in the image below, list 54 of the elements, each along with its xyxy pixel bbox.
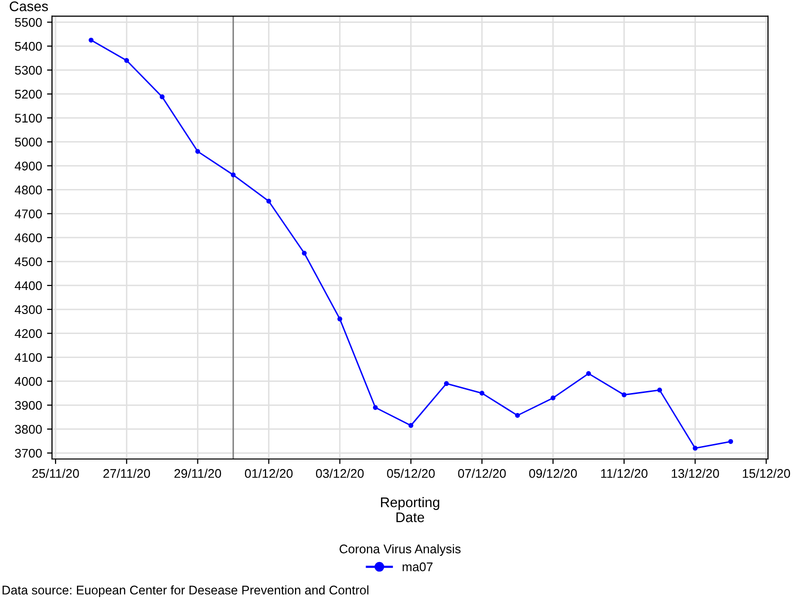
point — [230, 172, 236, 178]
legend-title: Corona Virus Analysis — [340, 544, 461, 556]
y-tick-label: 4200 — [14, 329, 42, 338]
y-tick-label: 4400 — [14, 281, 42, 290]
y-tick-label: 3700 — [14, 448, 42, 458]
y-tick-label: 4500 — [14, 257, 42, 266]
x-tick-label: 29/11/20 — [174, 468, 222, 478]
y-tick-label: 5000 — [14, 138, 42, 147]
x-tick-label: 07/12/20 — [458, 468, 506, 478]
point — [480, 390, 484, 396]
y-axis-title: Cases — [10, 1, 48, 12]
point — [372, 405, 378, 410]
point — [515, 413, 520, 418]
y-tick-label: 4900 — [14, 162, 42, 170]
y-tick-label: 3800 — [14, 424, 42, 434]
point — [408, 423, 414, 428]
legend-label: ma07 — [402, 562, 433, 572]
point — [586, 371, 591, 376]
y-tick-label: 4100 — [14, 353, 42, 362]
x-tick-label: 25/11/20 — [32, 468, 79, 478]
point — [692, 446, 698, 451]
y-tick-label: 5300 — [14, 66, 42, 75]
y-tick-label: 4000 — [14, 377, 42, 386]
point — [657, 388, 662, 392]
y-tick-label: 5500 — [14, 18, 42, 27]
y-tick-label: 4700 — [14, 209, 42, 218]
x-tick-label: 03/12/20 — [316, 468, 364, 478]
point — [622, 392, 627, 398]
point — [337, 316, 342, 322]
y-tick-label: 4300 — [14, 305, 42, 314]
x-tick-label: 11/12/20 — [601, 468, 648, 478]
point — [444, 381, 449, 386]
x-axis-title: Reporting Date — [381, 497, 440, 522]
point — [160, 94, 165, 100]
y-tick-label: 5200 — [14, 90, 42, 99]
y-tick-label: 3900 — [14, 400, 42, 410]
x-tick-label: 05/12/20 — [387, 468, 435, 478]
y-tick-label: 5100 — [14, 114, 42, 123]
x-tick-label: 09/12/20 — [529, 468, 577, 478]
point — [266, 198, 272, 204]
x-tick-label: 13/12/20 — [672, 468, 719, 478]
y-tick-label: 4600 — [14, 233, 42, 242]
point — [88, 38, 94, 43]
y-tick-label: 4800 — [14, 186, 42, 194]
point — [124, 58, 130, 63]
x-tick-label: 01/12/20 — [244, 468, 293, 478]
source-note: Data source: Euopean Center for Desease Prevention and Control — [2, 585, 368, 597]
point — [728, 439, 734, 444]
point — [550, 396, 556, 400]
y-tick-label: 5400 — [14, 42, 42, 51]
point — [195, 149, 200, 154]
point — [302, 250, 307, 256]
x-tick-label: 27/11/20 — [103, 468, 150, 478]
x-tick-label: 15/12/20 — [742, 468, 790, 478]
